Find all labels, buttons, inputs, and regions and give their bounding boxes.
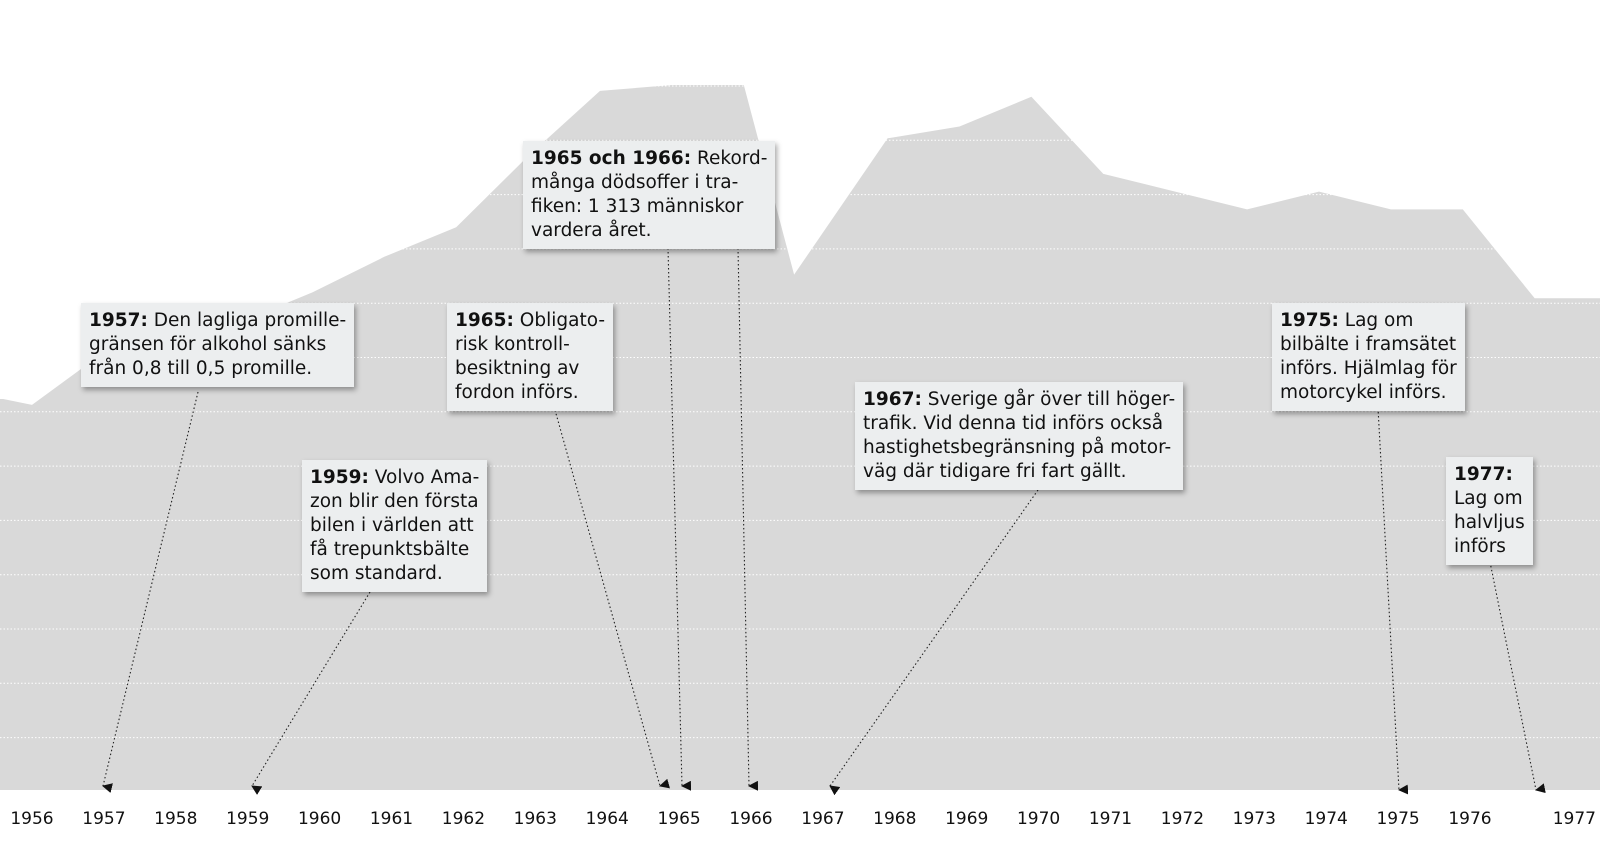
annotation-1957: 1957: Den lagliga promille- gränsen för … xyxy=(81,303,355,387)
x-tick-label: 1971 xyxy=(1089,809,1132,829)
x-tick-label: 1960 xyxy=(298,809,341,829)
x-tick-label: 1957 xyxy=(82,809,125,829)
annotation-leaders xyxy=(102,247,1546,796)
x-tick-label: 1975 xyxy=(1376,809,1419,829)
x-tick-label: 1959 xyxy=(226,809,269,829)
annotation-leader-arrow xyxy=(737,247,759,791)
x-tick-label: 1964 xyxy=(586,809,629,829)
x-tick-label: 1974 xyxy=(1305,809,1348,829)
x-tick-label: 1967 xyxy=(801,809,844,829)
annotation-leader-arrow xyxy=(251,591,371,795)
x-tick-label: 1961 xyxy=(370,809,413,829)
annotation-1967: 1967: Sverige går över till höger- trafi… xyxy=(855,382,1184,490)
annotation-1965-1966-rekord: 1965 och 1966: Rekord- många dödsoffer i… xyxy=(523,141,776,249)
annotation-1975: 1975: Lag om bilbälte i framsätet införs… xyxy=(1272,303,1465,411)
x-axis-ticks: 1956 1957 1958 1959 1960 1961 1962 1963 1964 1965… xyxy=(10,809,1596,829)
deaths-area xyxy=(0,85,1600,790)
annotation-1977: 1977: Lag om halvljus införs xyxy=(1446,457,1533,565)
x-tick-label: 1969 xyxy=(945,809,988,829)
annotation-leader-arrow xyxy=(1489,561,1546,794)
x-tick-label: 1956 xyxy=(10,809,53,829)
annotation-leader-arrow xyxy=(667,247,692,791)
x-tick-label: 1970 xyxy=(1017,809,1060,829)
x-tick-label: 1968 xyxy=(873,809,916,829)
x-tick-label: 1973 xyxy=(1233,809,1276,829)
x-tick-label: 1958 xyxy=(154,809,197,829)
x-tick-label: 1966 xyxy=(729,809,772,829)
area-layer xyxy=(0,85,1600,790)
x-tick-label: 1965 xyxy=(657,809,700,829)
x-tick-label: 1963 xyxy=(514,809,557,829)
x-tick-label: 1977 xyxy=(1553,809,1596,829)
annotation-leader-arrow xyxy=(829,489,1039,796)
annotation-1959: 1959: Volvo Ama- zon blir den första bil… xyxy=(302,460,488,592)
x-tick-label: 1976 xyxy=(1448,809,1491,829)
x-tick-label: 1962 xyxy=(442,809,485,829)
annotation-1965-kontrollbesiktning: 1965: Obligato- risk kontroll- besiktnin… xyxy=(447,303,614,411)
annotation-leader-arrow xyxy=(554,409,671,789)
x-tick-label: 1972 xyxy=(1161,809,1204,829)
